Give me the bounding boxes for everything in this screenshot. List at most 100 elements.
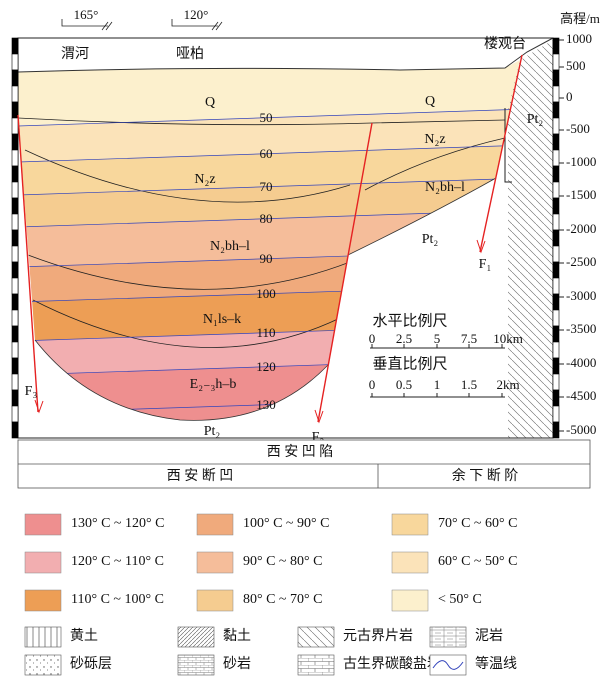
- axis-tick-label: -1000: [566, 154, 596, 169]
- formation-label: Pt₂: [527, 112, 544, 127]
- scale-bar-segment: [553, 150, 559, 166]
- legend-swatch: [392, 552, 428, 573]
- scale-bar-segment: [12, 134, 18, 150]
- formation-label: Q: [425, 94, 435, 109]
- scale-title: 水平比例尺: [372, 312, 447, 329]
- formation-label: N₂bh–l: [210, 239, 250, 254]
- legend-label: 90° C ~ 80° C: [243, 554, 322, 569]
- formation-label: N₂bh–l: [425, 180, 465, 195]
- scale-label: 7.5: [461, 331, 477, 346]
- legend-label: 100° C ~ 90° C: [243, 516, 329, 531]
- scale-bar-segment: [12, 54, 18, 70]
- scale-bar-segment: [12, 342, 18, 358]
- scale-bar-segment: [553, 230, 559, 246]
- scale-bar-segment: [12, 230, 18, 246]
- isotherm-line: [18, 395, 560, 413]
- temperature-band: [18, 0, 560, 126]
- formation-label: Pt₂: [204, 424, 221, 439]
- basin-fill: [18, 0, 560, 683]
- isotherm-label: 120: [256, 359, 276, 374]
- legend-swatch: [197, 552, 233, 573]
- isotherm-label: 100: [256, 286, 276, 301]
- scale-bar-segment: [12, 294, 18, 310]
- scale-bar-segment: [553, 342, 559, 358]
- legend-label: 120° C ~ 110° C: [71, 554, 164, 569]
- legend-swatch: [197, 590, 233, 611]
- axis-tick-label: -4500: [566, 388, 596, 403]
- legend-label: 110° C ~ 100° C: [71, 592, 164, 607]
- legend-swatch: [25, 552, 61, 573]
- legend-swatch: [25, 655, 61, 675]
- legend-label: 黄土: [70, 627, 98, 644]
- geologic-section: F₁F₂F₃QQN₂zN₂zN₂bh–lN₂bh–lPt₂N₁ls–kE₂₋₃h…: [0, 0, 605, 683]
- scale-label: 10km: [493, 331, 523, 346]
- fault-arrow: [35, 400, 43, 412]
- legend-label: 元古界片岩: [343, 628, 413, 644]
- formation-label: Q: [205, 95, 215, 110]
- legend-swatch: [25, 627, 61, 647]
- scale-bar-segment: [553, 246, 559, 262]
- scale-label: 2.5: [396, 331, 412, 346]
- scale-bar-segment: [12, 358, 18, 374]
- legend-swatch: [25, 590, 61, 611]
- unit-name: 西 安 断 凹: [167, 468, 234, 484]
- scale-bar-segment: [12, 166, 18, 182]
- scale-label: 2km: [496, 377, 519, 392]
- isotherm-label: 90: [260, 251, 273, 266]
- legend-label: 砂岩: [223, 656, 251, 672]
- legend-label: 等温线: [475, 655, 517, 672]
- scale-bar-segment: [553, 198, 559, 214]
- unit-name: 余 下 断 阶: [452, 467, 519, 484]
- isotherm-label: 130: [256, 397, 276, 412]
- scale-bar-segment: [553, 102, 559, 118]
- place-name: 哑柏: [176, 46, 204, 62]
- legend-label: 130° C ~ 120° C: [71, 516, 164, 531]
- scale-bar-segment: [12, 198, 18, 214]
- scale-bar-segment: [12, 262, 18, 278]
- scale-bar-segment: [553, 358, 559, 374]
- scale-bar-segment: [553, 118, 559, 134]
- legend-swatch: [392, 514, 428, 535]
- isotherm-label: 80: [260, 211, 273, 226]
- legend-label: < 50° C: [438, 592, 482, 607]
- scale-bar-segment: [12, 182, 18, 198]
- scale-bar-segment: [12, 150, 18, 166]
- scale-bar-segment: [12, 390, 18, 406]
- scale-bar-segment: [553, 278, 559, 294]
- isotherm-label: 70: [260, 179, 273, 194]
- legend-label: 泥岩: [475, 628, 503, 644]
- axis-tick-label: -4000: [566, 355, 596, 370]
- scale-label: 5: [434, 331, 441, 346]
- scale-bar-segment: [553, 86, 559, 102]
- scale-bar-segment: [553, 166, 559, 182]
- scale-bar-segment: [553, 70, 559, 86]
- isotherm-label: 110: [256, 325, 275, 340]
- scale-bar-segment: [553, 294, 559, 310]
- scale-bar-segment: [12, 246, 18, 262]
- scale-bar-segment: [12, 102, 18, 118]
- axis-tick-label: 0: [566, 89, 573, 104]
- formation-label: N₂z: [424, 132, 445, 147]
- bearing-label: 165°: [74, 7, 99, 22]
- legend-swatch: [197, 514, 233, 535]
- scale-bar-segment: [12, 214, 18, 230]
- scale-bar-segment: [12, 406, 18, 422]
- scale-bar-segment: [553, 390, 559, 406]
- legend-swatch: [430, 627, 466, 647]
- legend-label: 80° C ~ 70° C: [243, 592, 322, 607]
- formation-label: N₂z: [194, 172, 215, 187]
- legend-swatch: [392, 590, 428, 611]
- isotherm-label: 60: [260, 146, 273, 161]
- scale-bar-segment: [553, 38, 559, 54]
- scale-bar-segment: [12, 278, 18, 294]
- scale-label: 0: [369, 377, 376, 392]
- legend-swatch: [178, 627, 214, 647]
- scale-bar-segment: [12, 86, 18, 102]
- scale-bar-segment: [553, 310, 559, 326]
- scale-bar-segment: [553, 134, 559, 150]
- scale-bar-segment: [12, 70, 18, 86]
- bearing-label: 120°: [184, 7, 209, 22]
- legend-label: 古生界碳酸盐岩: [343, 656, 441, 672]
- unit-name: 西 安 凹 陷: [267, 444, 334, 460]
- legend-swatch: [178, 655, 214, 675]
